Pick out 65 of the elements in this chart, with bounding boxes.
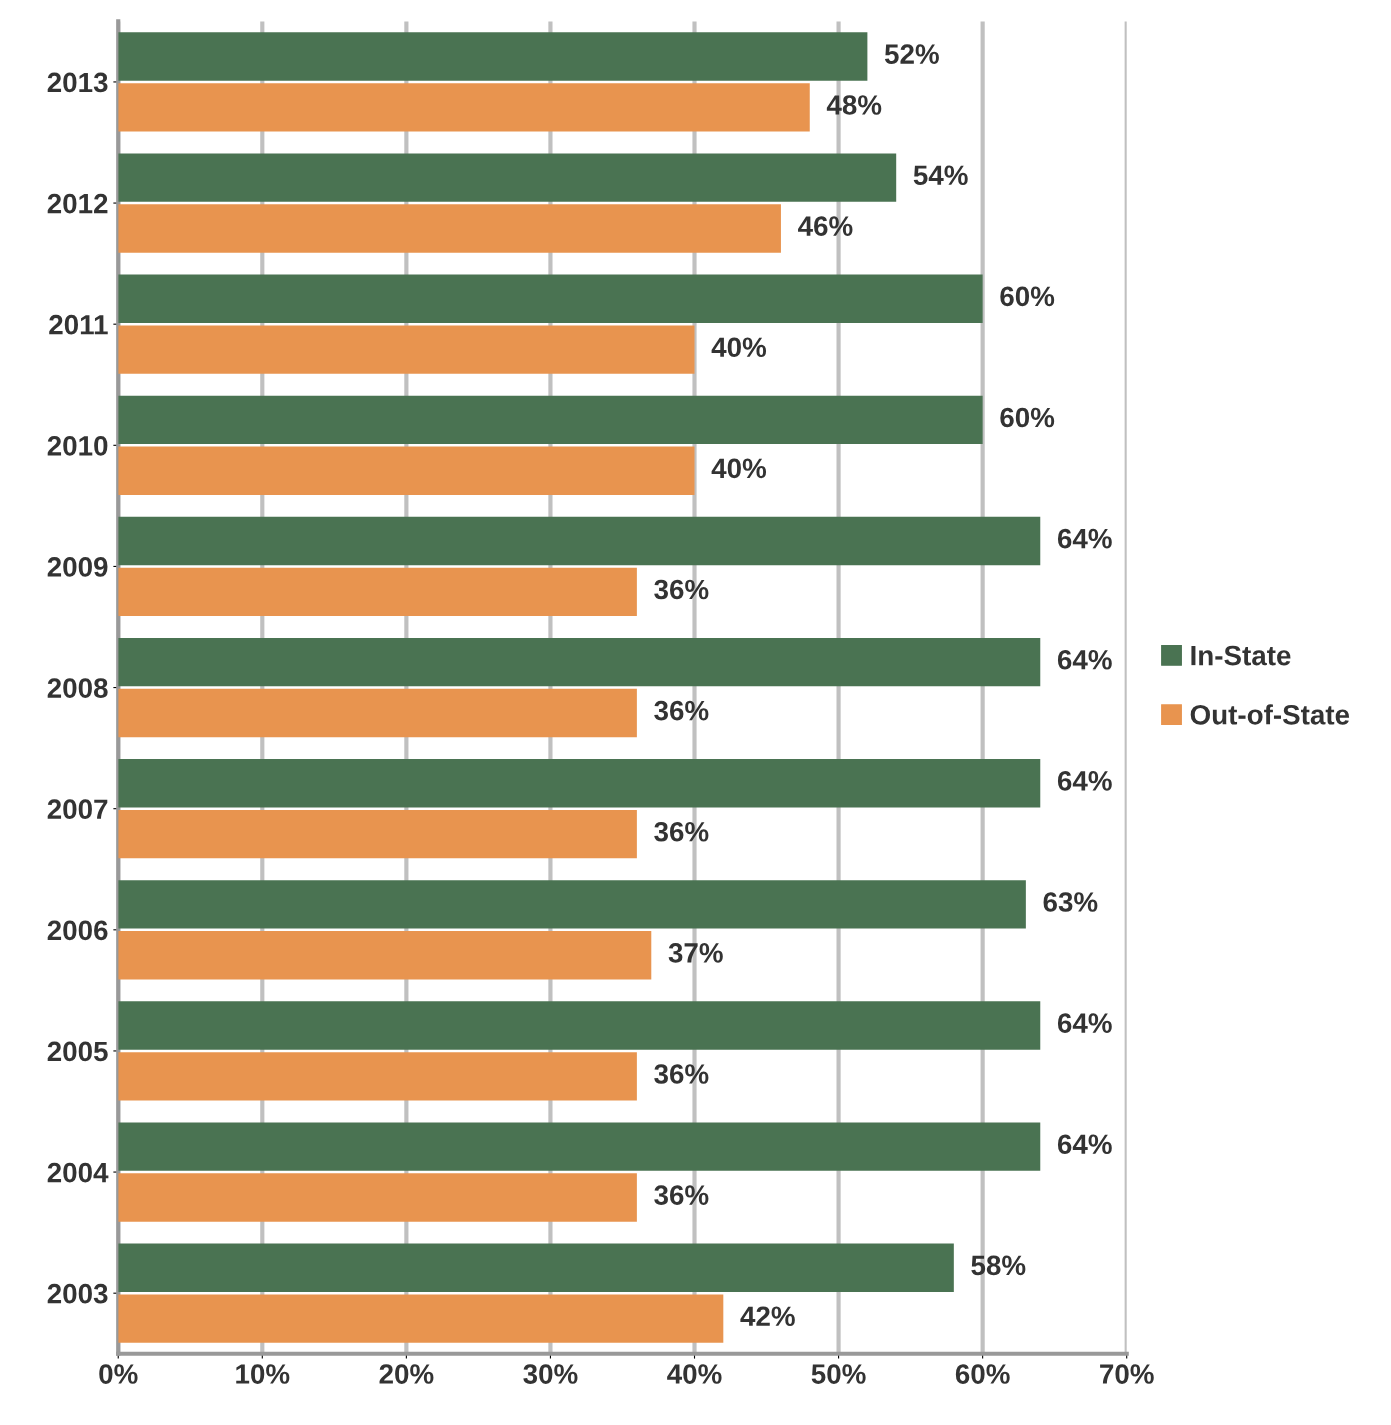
data-label: 64% xyxy=(1057,771,1112,791)
x-tick-label: 20% xyxy=(379,1364,434,1384)
bar xyxy=(118,32,868,81)
data-label: 42% xyxy=(740,1306,795,1327)
legend-label: Out-of-State xyxy=(1190,704,1350,725)
bar xyxy=(118,274,983,323)
x-tick-label: 60% xyxy=(955,1364,1010,1384)
data-label: 58% xyxy=(971,1255,1026,1276)
bar xyxy=(118,204,781,253)
y-tick-label: 2011 xyxy=(49,314,108,335)
bar xyxy=(118,1001,1041,1050)
x-tick-label: 70% xyxy=(1100,1364,1154,1384)
y-tick-label: 2010 xyxy=(47,435,108,456)
data-label: 64% xyxy=(1057,1013,1112,1033)
data-label: 64% xyxy=(1057,528,1112,549)
data-label: 46% xyxy=(798,216,853,236)
bar xyxy=(118,759,1041,808)
bar xyxy=(118,880,1026,929)
y-tick-label: 2004 xyxy=(47,1162,109,1183)
data-label: 48% xyxy=(826,95,882,115)
x-tick-label: 10% xyxy=(236,1364,290,1384)
y-tick-label: 2007 xyxy=(47,799,108,820)
x-tick-label: 30% xyxy=(523,1364,578,1384)
data-label: 52% xyxy=(884,44,939,64)
bar xyxy=(118,688,637,738)
x-tick-label: 0% xyxy=(99,1364,138,1384)
x-tick-label: 50% xyxy=(811,1364,866,1384)
data-label: 64% xyxy=(1057,1134,1112,1155)
data-label: 64% xyxy=(1057,649,1112,670)
bar xyxy=(118,1294,724,1343)
data-label: 36% xyxy=(654,579,709,600)
bar xyxy=(118,446,695,495)
bar xyxy=(118,809,637,859)
data-label: 40% xyxy=(711,458,767,479)
bar xyxy=(118,1243,954,1292)
bar xyxy=(118,637,1041,687)
bar xyxy=(118,931,652,980)
x-tick-label: 40% xyxy=(667,1364,722,1384)
bar xyxy=(118,567,637,617)
y-tick-label: 2005 xyxy=(47,1041,108,1062)
data-label: 60% xyxy=(1000,407,1055,428)
bar xyxy=(118,1122,1041,1171)
y-tick-label: 2008 xyxy=(47,678,108,698)
bar xyxy=(118,325,695,374)
legend-label: In-State xyxy=(1191,645,1291,666)
y-tick-label: 2006 xyxy=(47,920,108,941)
y-tick-label: 2012 xyxy=(47,193,108,214)
bar xyxy=(118,1052,637,1101)
bar xyxy=(118,1173,637,1222)
data-label: 60% xyxy=(1000,286,1055,307)
data-label: 36% xyxy=(654,1185,709,1205)
data-label: 37% xyxy=(668,943,723,963)
data-label: 36% xyxy=(654,700,709,721)
bar xyxy=(118,395,983,445)
data-label: 36% xyxy=(654,1064,709,1084)
data-label: 54% xyxy=(913,165,968,186)
bar xyxy=(118,516,1041,566)
bar xyxy=(118,83,810,132)
y-tick-label: 2003 xyxy=(47,1283,108,1304)
y-tick-label: 2013 xyxy=(47,72,108,93)
data-label: 36% xyxy=(654,821,709,842)
data-label: 40% xyxy=(711,337,767,358)
y-tick-label: 2009 xyxy=(47,557,108,577)
bar xyxy=(118,153,897,202)
data-label: 63% xyxy=(1043,892,1098,912)
